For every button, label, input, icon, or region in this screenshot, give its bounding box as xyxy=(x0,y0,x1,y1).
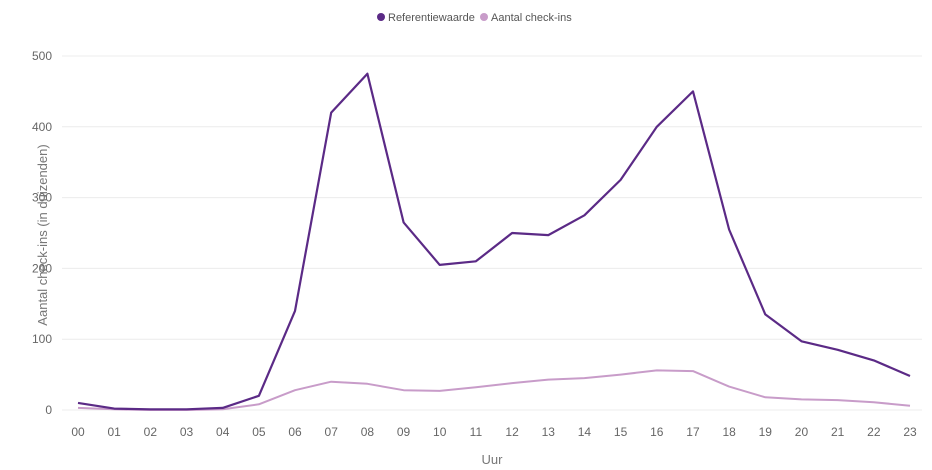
x-tick-label-14: 14 xyxy=(578,425,592,439)
legend: Referentiewaarde Aantal check-ins xyxy=(377,12,572,24)
series-line-aantal-check-ins xyxy=(77,369,911,411)
legend-label-aantal-check-ins: Aantal check-ins xyxy=(491,12,572,24)
x-tick-label-10: 10 xyxy=(433,425,447,439)
x-tick-label-06: 06 xyxy=(288,425,302,439)
x-tick-label-08: 08 xyxy=(361,425,375,439)
series-lines xyxy=(77,72,911,411)
y-tick-label-400: 400 xyxy=(32,120,52,134)
x-tick-label-11: 11 xyxy=(470,425,483,439)
x-axis-ticks: 00 01 02 03 04 05 06 07 08 09 10 11 12 13 14 15 16 17 18 19… xyxy=(71,425,917,439)
x-axis-title: Uur xyxy=(482,452,504,467)
y-tick-label-500: 500 xyxy=(32,49,52,63)
x-tick-label-00: 00 xyxy=(71,425,85,439)
x-tick-label-09: 09 xyxy=(397,425,411,439)
x-tick-label-01: 01 xyxy=(107,425,121,439)
x-tick-label-13: 13 xyxy=(542,425,556,439)
x-tick-label-22: 22 xyxy=(867,425,881,439)
y-tick-label-300: 300 xyxy=(32,191,52,205)
grid-lines xyxy=(62,55,922,411)
x-tick-label-04: 04 xyxy=(216,425,230,439)
x-tick-label-23: 23 xyxy=(903,425,917,439)
x-tick-label-03: 03 xyxy=(180,425,194,439)
x-tick-label-17: 17 xyxy=(686,425,700,439)
x-tick-label-12: 12 xyxy=(505,425,519,439)
legend-label-referentiewaarde: Referentiewaarde xyxy=(388,12,475,24)
x-tick-label-02: 02 xyxy=(144,425,158,439)
x-tick-label-05: 05 xyxy=(252,425,266,439)
x-tick-label-07: 07 xyxy=(325,425,339,439)
y-axis-title: Aantal check-ins (in duizenden) xyxy=(35,144,50,325)
x-tick-label-16: 16 xyxy=(650,425,664,439)
y-tick-label-200: 200 xyxy=(32,261,52,275)
x-tick-label-21: 21 xyxy=(831,425,845,439)
x-tick-label-18: 18 xyxy=(722,425,736,439)
x-tick-label-20: 20 xyxy=(795,425,809,439)
series-line-referentiewaarde xyxy=(77,72,911,411)
legend-marker-aantal-check-ins xyxy=(480,13,488,21)
y-tick-label-100: 100 xyxy=(32,332,52,346)
legend-marker-referentiewaarde xyxy=(377,13,385,21)
x-tick-label-19: 19 xyxy=(759,425,773,439)
y-tick-label-0: 0 xyxy=(45,403,52,417)
y-axis-ticks: 0 100 200 300 400 500 xyxy=(32,49,52,417)
x-tick-label-15: 15 xyxy=(614,425,628,439)
